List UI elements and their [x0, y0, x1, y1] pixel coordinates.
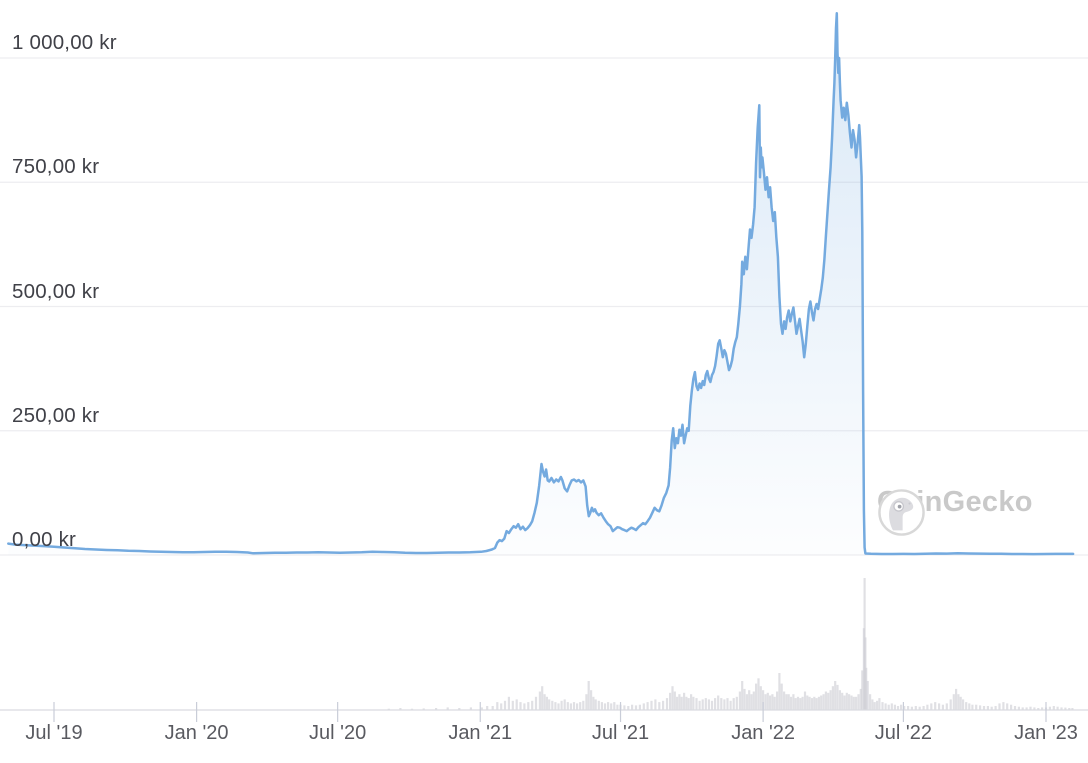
x-axis-label: Jul '20 [309, 722, 367, 744]
x-axis-label: Jan '21 [448, 722, 513, 744]
y-axis-label: 500,00 kr [12, 279, 100, 303]
x-axis-label: Jan '20 [164, 722, 229, 744]
x-axis-label: Jul '19 [25, 722, 83, 744]
price-area-fill [8, 13, 1074, 556]
volume-bars [387, 578, 1074, 710]
y-axis-label: 0,00 kr [12, 528, 77, 551]
x-axis-label: Jan '22 [731, 722, 796, 744]
y-axis-label: 250,00 kr [12, 403, 100, 427]
y-axis-label: 750,00 kr [12, 155, 100, 179]
x-axis-label: Jul '22 [874, 722, 932, 744]
x-axis-label: Jan '23 [1014, 722, 1078, 744]
chart-hover-area[interactable] [0, 0, 1088, 710]
coingecko-gecko-logo-icon [878, 489, 925, 536]
coingecko-watermark: CoinGecko [877, 488, 1033, 536]
y-axis-label: 1 000,00 kr [12, 31, 117, 54]
x-axis-label: Jul '21 [591, 722, 650, 744]
x-axis [0, 702, 1088, 722]
price-line [7, 12, 1075, 556]
